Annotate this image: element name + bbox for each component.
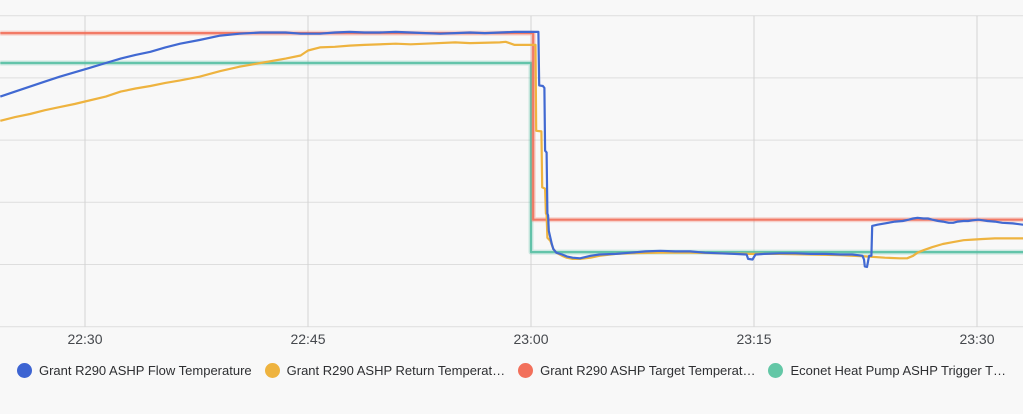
series-line-grant-r290-ashp-return-temperature bbox=[0, 40, 1023, 260]
horizontal-gridlines bbox=[0, 15, 1023, 328]
x-axis-tick-label: 22:45 bbox=[290, 331, 325, 347]
legend: Grant R290 ASHP Flow Temperature Grant R2… bbox=[0, 356, 1023, 384]
x-axis-tick-label: 23:15 bbox=[736, 331, 771, 347]
legend-label: Econet Heat Pump ASHP Trigger T… bbox=[790, 362, 1007, 378]
legend-label: Grant R290 ASHP Flow Temperature bbox=[38, 362, 252, 378]
legend-label: Grant R290 ASHP Return Temperat… bbox=[286, 362, 506, 378]
legend-marker-icon bbox=[518, 362, 534, 378]
legend-marker-icon bbox=[768, 362, 784, 378]
series-lines bbox=[0, 30, 1023, 269]
series-line-econet-heat-pump-ashp-trigger-temperature bbox=[0, 61, 1023, 254]
legend-label: Grant R290 ASHP Target Temperat… bbox=[540, 362, 756, 378]
legend-marker-icon bbox=[16, 362, 32, 378]
legend-item-1[interactable]: Grant R290 ASHP Flow Temperature bbox=[16, 362, 252, 378]
series-line-grant-r290-ashp-flow-temperature bbox=[0, 30, 1023, 269]
legend-marker-icon bbox=[264, 362, 280, 378]
series-halo-econet-heat-pump-ashp-trigger-temperature bbox=[0, 60, 1023, 255]
legend-item-3[interactable]: Grant R290 ASHP Target Temperat… bbox=[518, 362, 756, 378]
legend-item-2[interactable]: Grant R290 ASHP Return Temperat… bbox=[264, 362, 506, 378]
x-axis-tick-label: 22:30 bbox=[67, 331, 102, 347]
x-axis-tick-label: 23:00 bbox=[513, 331, 548, 347]
time-series-chart: 22:30 22:45 23:00 23:15 23:30 bbox=[0, 15, 1023, 347]
x-axis-tick-label: 23:30 bbox=[959, 331, 994, 347]
legend-item-4[interactable]: Econet Heat Pump ASHP Trigger T… bbox=[768, 362, 1007, 378]
x-axis-labels: 22:30 22:45 23:00 23:15 23:30 bbox=[67, 331, 994, 347]
